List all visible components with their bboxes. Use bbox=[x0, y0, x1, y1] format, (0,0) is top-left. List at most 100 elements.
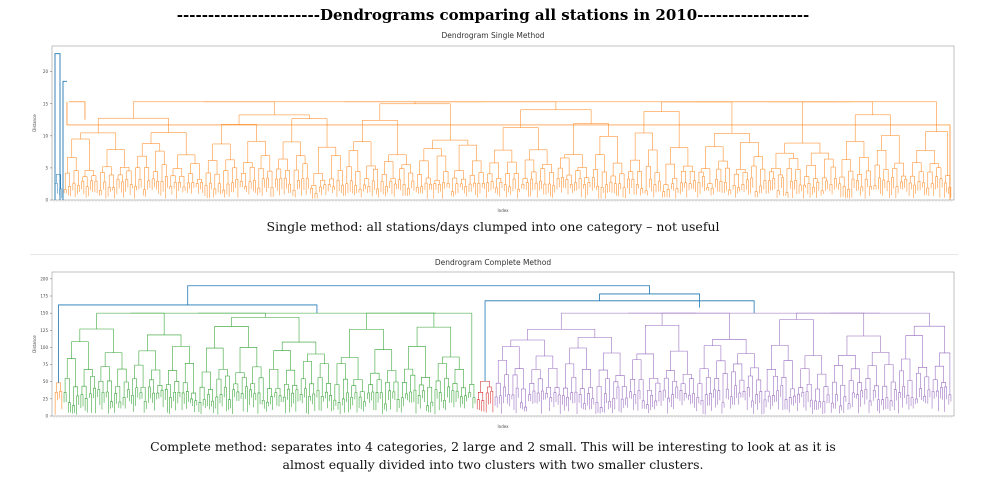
link bbox=[502, 127, 539, 151]
link bbox=[543, 183, 547, 195]
y-tick-label: 5 bbox=[45, 165, 48, 170]
link bbox=[789, 388, 795, 398]
link bbox=[689, 378, 694, 396]
link bbox=[329, 395, 332, 412]
link bbox=[657, 180, 661, 192]
link bbox=[239, 180, 243, 188]
link bbox=[133, 101, 275, 119]
link bbox=[536, 392, 540, 404]
link bbox=[349, 329, 384, 358]
link bbox=[596, 186, 600, 199]
link bbox=[212, 143, 231, 161]
link bbox=[59, 391, 63, 410]
link bbox=[269, 369, 279, 389]
cluster-green bbox=[63, 312, 476, 415]
link bbox=[235, 179, 239, 198]
link bbox=[275, 388, 281, 396]
link bbox=[547, 183, 551, 197]
link bbox=[591, 398, 595, 410]
link bbox=[81, 385, 87, 399]
link bbox=[629, 391, 632, 399]
link bbox=[650, 394, 653, 411]
link bbox=[883, 169, 889, 182]
link bbox=[851, 392, 855, 408]
link bbox=[768, 180, 771, 194]
link bbox=[299, 394, 303, 404]
link bbox=[737, 353, 755, 368]
link bbox=[527, 328, 596, 341]
link bbox=[646, 404, 649, 414]
link bbox=[169, 397, 172, 415]
link bbox=[579, 388, 585, 404]
link bbox=[108, 174, 114, 188]
link bbox=[636, 353, 654, 379]
link bbox=[419, 160, 429, 178]
link bbox=[753, 156, 764, 170]
link bbox=[615, 375, 625, 387]
link bbox=[156, 392, 160, 400]
link bbox=[780, 385, 784, 410]
link bbox=[784, 142, 821, 154]
link bbox=[541, 390, 544, 414]
link bbox=[709, 393, 712, 411]
link bbox=[67, 402, 71, 413]
link bbox=[481, 183, 485, 190]
link bbox=[508, 186, 512, 195]
link bbox=[835, 394, 838, 409]
link bbox=[398, 179, 402, 191]
link bbox=[628, 171, 634, 180]
link bbox=[522, 178, 528, 185]
link bbox=[539, 180, 542, 191]
link bbox=[387, 370, 397, 383]
link bbox=[658, 391, 662, 406]
link bbox=[723, 182, 727, 193]
link bbox=[944, 386, 948, 412]
link bbox=[649, 178, 652, 192]
link bbox=[414, 101, 557, 110]
link bbox=[143, 400, 147, 413]
link bbox=[138, 179, 142, 190]
link bbox=[560, 157, 570, 176]
link bbox=[904, 178, 908, 192]
link bbox=[771, 344, 789, 370]
link bbox=[472, 160, 482, 176]
link bbox=[524, 406, 527, 412]
link bbox=[340, 357, 359, 380]
link bbox=[90, 376, 95, 394]
link bbox=[630, 379, 636, 395]
link bbox=[495, 382, 501, 397]
link bbox=[633, 394, 637, 411]
link bbox=[434, 179, 440, 185]
link bbox=[362, 120, 398, 155]
link bbox=[308, 396, 311, 415]
link bbox=[388, 390, 391, 410]
link bbox=[144, 167, 150, 190]
link bbox=[477, 183, 481, 198]
link bbox=[923, 395, 927, 404]
link bbox=[514, 368, 524, 389]
link bbox=[319, 186, 322, 196]
link bbox=[407, 188, 410, 196]
link bbox=[117, 174, 123, 182]
link bbox=[865, 378, 871, 401]
link bbox=[816, 181, 820, 198]
link bbox=[776, 190, 780, 198]
link bbox=[520, 109, 592, 128]
link bbox=[68, 186, 71, 197]
link bbox=[181, 392, 185, 411]
link bbox=[390, 178, 396, 185]
link bbox=[802, 101, 874, 144]
link bbox=[934, 365, 944, 383]
link bbox=[312, 393, 316, 412]
link bbox=[286, 369, 296, 386]
link bbox=[319, 363, 329, 384]
link bbox=[794, 180, 798, 195]
link bbox=[147, 180, 151, 190]
link bbox=[247, 140, 266, 163]
link bbox=[55, 382, 62, 393]
link bbox=[385, 382, 390, 404]
link bbox=[125, 178, 129, 192]
link bbox=[520, 402, 523, 410]
link bbox=[367, 392, 370, 403]
link bbox=[705, 377, 711, 395]
